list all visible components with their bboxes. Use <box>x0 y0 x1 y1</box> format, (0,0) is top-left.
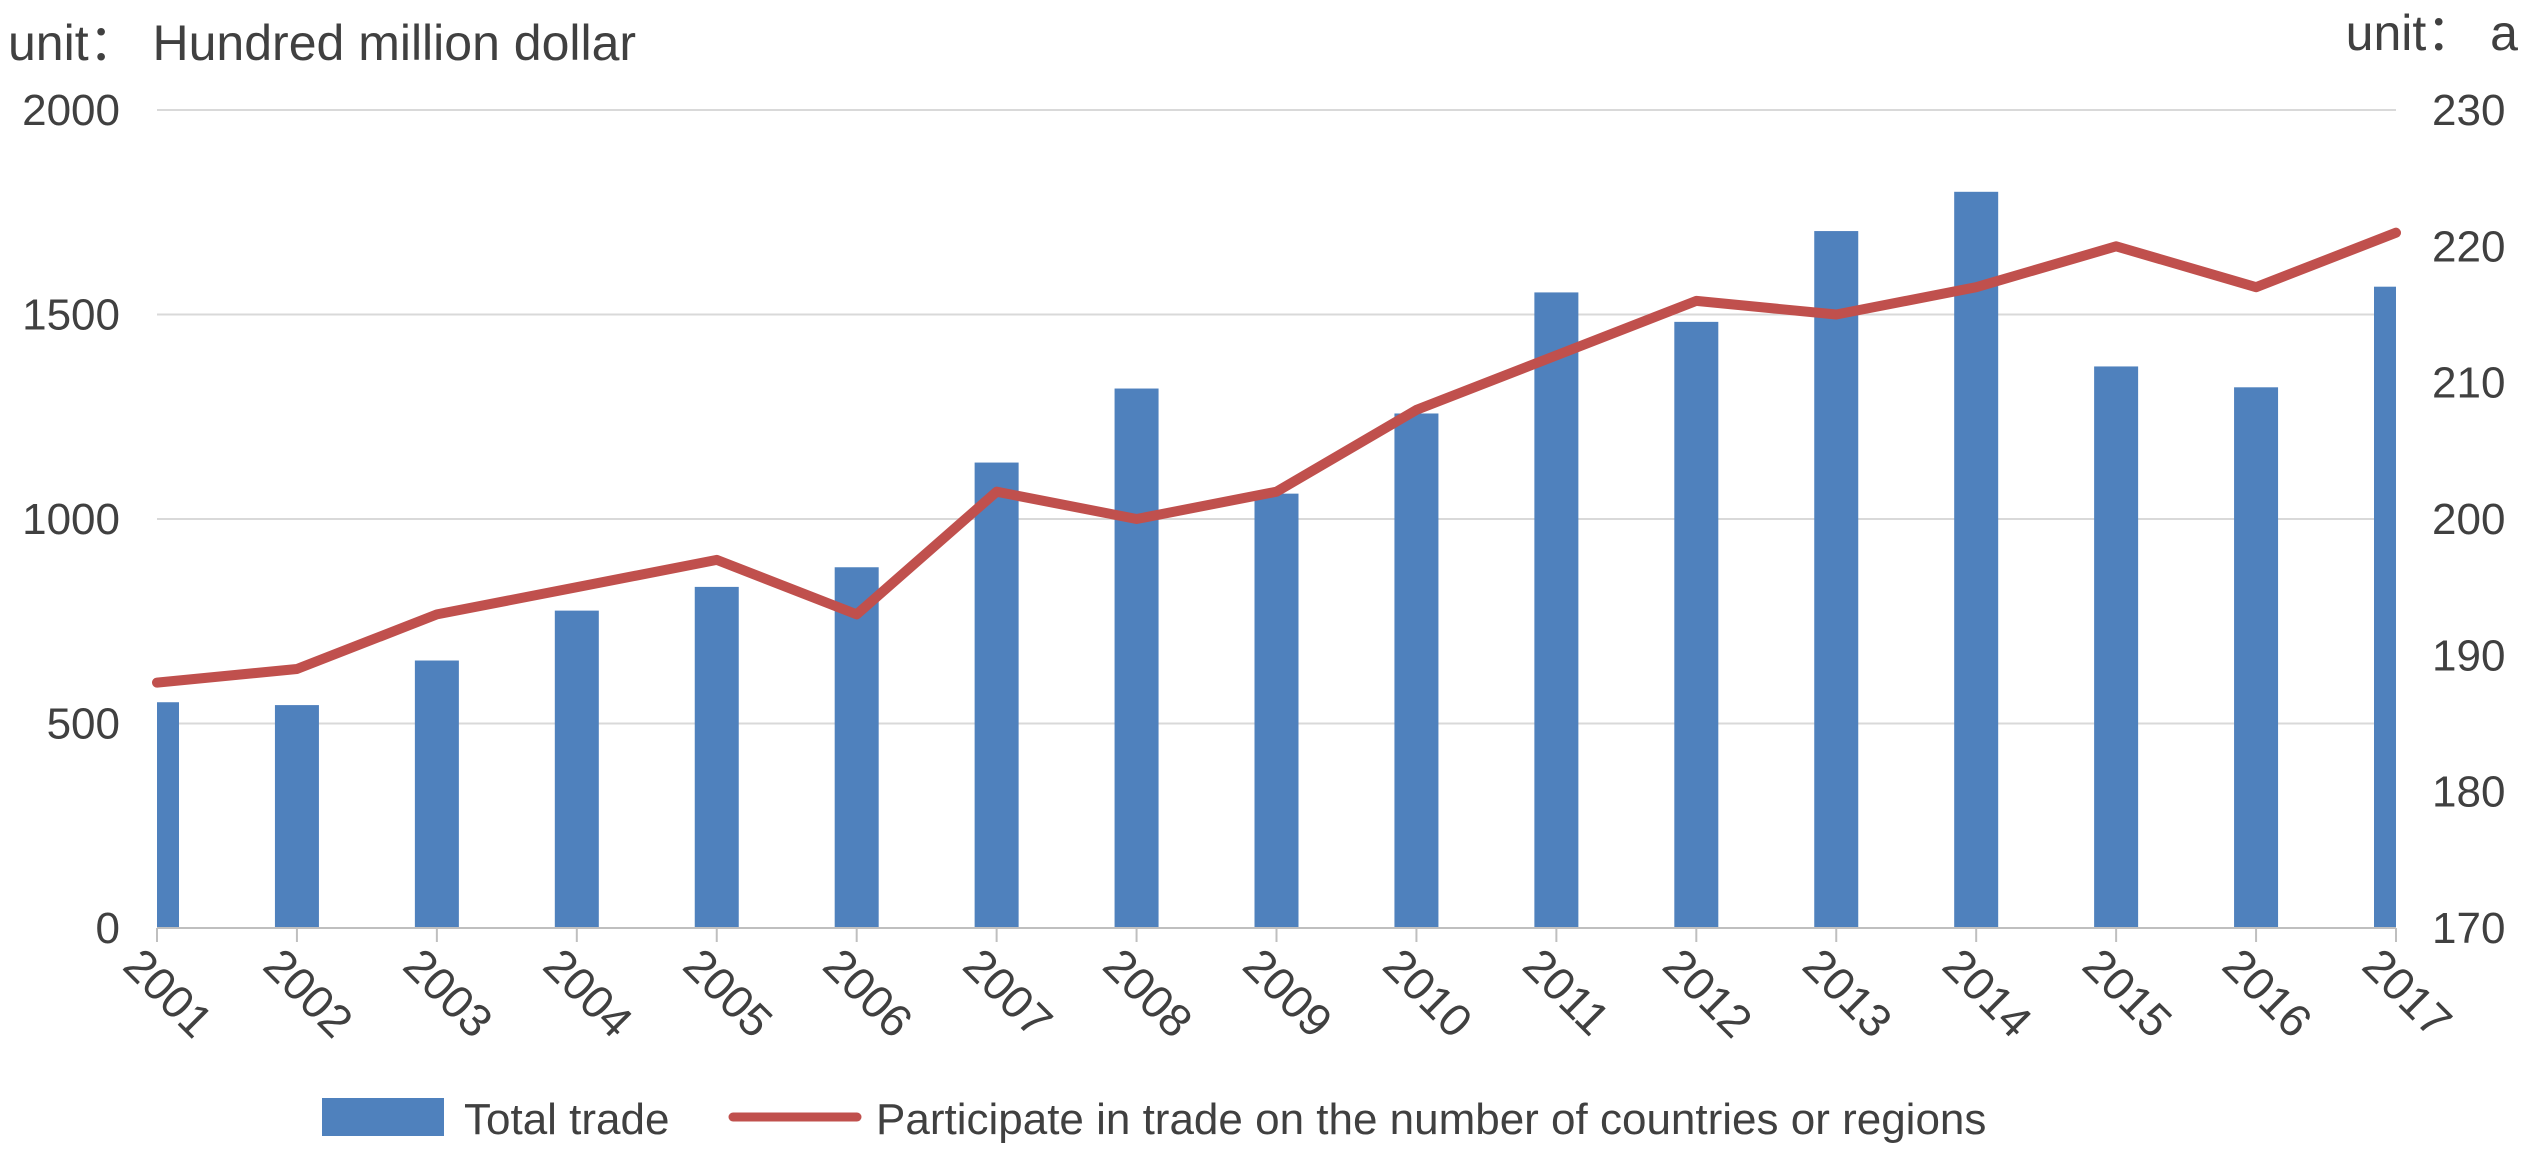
line-point-2012 <box>1695 299 1698 302</box>
x-axis-ticks: 2001 2002 2003 2004 2005 2006 2007 2008 2009 2010… <box>114 938 2462 1047</box>
right-tick-label: 170 <box>2432 904 2505 953</box>
bar-2007 <box>974 462 1019 928</box>
legend-swatch-total-trade <box>322 1098 444 1136</box>
right-tick-label: 180 <box>2432 768 2505 817</box>
x-tick-label: 2011 <box>1513 938 1620 1045</box>
bar-2012 <box>1674 321 1719 928</box>
line-point-2013 <box>1835 313 1838 316</box>
bar-2001 <box>157 702 179 928</box>
bar-2003 <box>414 660 459 928</box>
line-point-2008 <box>1135 518 1138 520</box>
line-point-2009 <box>1275 490 1278 493</box>
bar-2009 <box>1254 493 1299 928</box>
left-axis-ticks: 0 500 1000 1500 2000 <box>22 86 120 953</box>
bar-2008 <box>1114 388 1159 928</box>
left-axis-unit-label: unit： Hundred million dollar <box>8 15 636 71</box>
x-tick-label: 2012 <box>1653 938 1762 1047</box>
line-series-countries <box>152 227 2401 688</box>
line-point-2004 <box>575 586 578 589</box>
line-point-2014 <box>1975 286 1978 289</box>
x-tick-label: 2015 <box>2073 938 2182 1047</box>
x-tick-label: 2004 <box>534 938 643 1047</box>
bar-2005 <box>694 586 739 928</box>
line-point-2010 <box>1415 408 1418 411</box>
line-point-2007 <box>995 490 998 493</box>
line-point-2016 <box>2255 286 2258 289</box>
bar-2015 <box>2094 366 2139 928</box>
x-tick-label: 2003 <box>394 938 503 1047</box>
legend-label-total-trade: Total trade <box>464 1095 669 1144</box>
right-tick-label: 200 <box>2432 495 2505 544</box>
axes <box>156 927 2397 942</box>
bar-2002 <box>274 705 319 928</box>
line-point-2006 <box>855 613 858 616</box>
line-point-2011 <box>1555 354 1558 357</box>
bar-2017 <box>2374 286 2396 928</box>
line-point-2015 <box>2115 245 2118 248</box>
left-tick-label: 500 <box>47 700 120 749</box>
bar-2013 <box>1814 231 1859 928</box>
bar-2014 <box>1954 191 1999 928</box>
bar-2004 <box>554 610 599 928</box>
legend: Total trade Participate in trade on the … <box>322 1095 1986 1144</box>
legend-label-countries: Participate in trade on the number of co… <box>876 1095 1986 1144</box>
bar-2010 <box>1394 413 1439 928</box>
x-tick-label: 2008 <box>1093 938 1202 1047</box>
right-tick-label: 210 <box>2432 359 2505 408</box>
line-point-2005 <box>715 558 718 561</box>
x-tick-label: 2005 <box>674 938 783 1047</box>
x-tick-label: 2006 <box>814 938 923 1047</box>
right-axis-unit-label: unit： a <box>2346 5 2519 61</box>
x-tick-label: 2001 <box>114 938 223 1047</box>
x-tick-label: 2010 <box>1373 938 1482 1047</box>
right-axis-ticks: 170 180 190 200 210 220 230 <box>2432 86 2505 953</box>
x-tick-label: 2013 <box>1793 938 1902 1047</box>
bar-series-total-trade <box>157 191 2396 928</box>
line-point-2003 <box>435 613 438 616</box>
left-tick-label: 1500 <box>22 291 120 340</box>
left-tick-label: 1000 <box>22 495 120 544</box>
x-tick-label: 2002 <box>254 938 363 1047</box>
x-tick-label: 2007 <box>954 938 1063 1047</box>
x-tick-label: 2017 <box>2353 938 2462 1047</box>
line-point-2002 <box>295 667 298 670</box>
x-tick-label: 2014 <box>1933 938 2042 1047</box>
line-point-2017 <box>2395 231 2397 234</box>
left-tick-label: 2000 <box>22 86 120 135</box>
right-tick-label: 230 <box>2432 86 2505 135</box>
bar-2006 <box>834 567 879 928</box>
right-tick-label: 190 <box>2432 631 2505 680</box>
left-tick-label: 0 <box>96 904 120 953</box>
bar-2011 <box>1534 292 1579 928</box>
x-tick-label: 2009 <box>1233 938 1342 1047</box>
line-point-2001 <box>156 681 158 684</box>
x-tick-label: 2016 <box>2213 938 2322 1047</box>
right-tick-label: 220 <box>2432 222 2505 271</box>
bar-2016 <box>2234 387 2279 928</box>
